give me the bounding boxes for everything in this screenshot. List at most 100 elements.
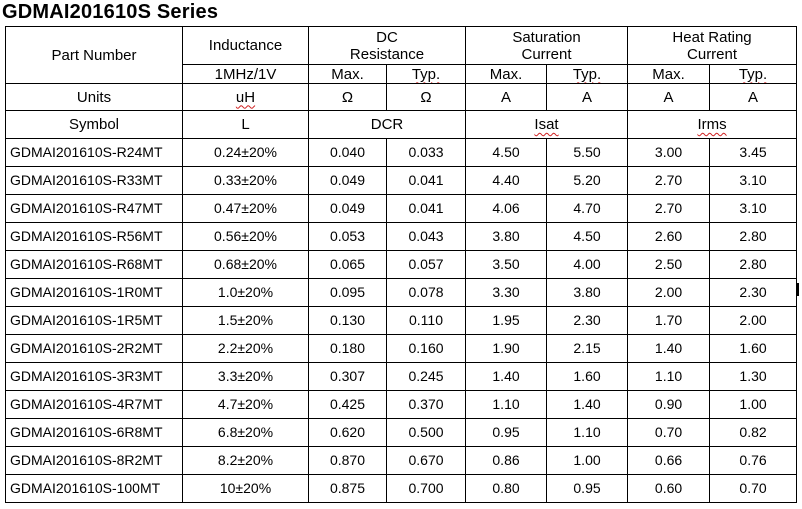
table-row: GDMAI201610S-4R7MT 4.7±20% 0.425 0.370 1.10 1… (5, 390, 798, 419)
isat-max-cell: 4.50 (465, 138, 548, 167)
dcr-typ-cell: 0.500 (385, 418, 467, 447)
dcr-max-cell: 0.875 (308, 474, 387, 503)
inductance-cell: 0.68±20% (182, 250, 309, 279)
isat-max-header: Max. (465, 64, 548, 84)
table-row: GDMAI201610S-1R5MT 1.5±20% 0.130 0.110 1.95 2… (5, 306, 798, 335)
part-number-header: Part Number (5, 26, 183, 84)
part-number-cell: GDMAI201610S-1R0MT (5, 278, 183, 307)
irms-max-cell: 0.60 (627, 474, 711, 503)
dcr-max-cell: 0.065 (308, 250, 387, 279)
spec-table: Part Number Inductance DC Resistance Sat… (5, 26, 798, 503)
table-row: GDMAI201610S-2R2MT 2.2±20% 0.180 0.160 1.90 2… (5, 334, 798, 363)
isat-max-cell: 0.95 (465, 418, 548, 447)
part-number-cell: GDMAI201610S-R33MT (5, 166, 183, 195)
units-dcr-max: Ω (308, 83, 387, 111)
part-number-cell: GDMAI201610S-3R3MT (5, 362, 183, 391)
table-row: GDMAI201610S-100MT 10±20% 0.875 0.700 0.80 0.… (5, 474, 798, 503)
part-number-cell: GDMAI201610S-8R2MT (5, 446, 183, 475)
heat-rating-current-header-line2: Current (687, 45, 738, 63)
dcr-max-cell: 0.049 (308, 194, 387, 223)
inductance-cell: 1.5±20% (182, 306, 309, 335)
dcr-typ-cell: 0.110 (385, 306, 467, 335)
saturation-current-header-line1: Saturation (512, 28, 581, 46)
irms-max-cell: 0.66 (627, 446, 711, 475)
table-row: GDMAI201610S-1R0MT 1.0±20% 0.095 0.078 3.30 3… (5, 278, 798, 307)
irms-typ-cell: 0.76 (709, 446, 798, 475)
irms-max-cell: 2.60 (627, 222, 711, 251)
table-row: GDMAI201610S-8R2MT 8.2±20% 0.870 0.670 0.86 1… (5, 446, 798, 475)
irms-typ-cell: 1.60 (709, 334, 798, 363)
table-row: GDMAI201610S-R47MT 0.47±20% 0.049 0.041 4.06… (5, 194, 798, 223)
irms-max-cell: 3.00 (627, 138, 711, 167)
inductance-header: Inductance (182, 26, 309, 65)
irms-max-cell: 1.70 (627, 306, 711, 335)
symbol-irms-text: Irms (697, 116, 727, 133)
units-irms-typ: A (709, 83, 798, 111)
irms-max-cell: 1.40 (627, 334, 711, 363)
units-isat-typ: A (546, 83, 629, 111)
isat-max-cell: 3.30 (465, 278, 548, 307)
table-row: GDMAI201610S-3R3MT 3.3±20% 0.307 0.245 1.40 1… (5, 362, 798, 391)
irms-typ-cell: 0.70 (709, 474, 798, 503)
isat-typ-cell: 3.80 (546, 278, 629, 307)
symbol-row: Symbol L DCR Isat Irms (5, 110, 798, 139)
irms-typ-cell: 2.00 (709, 306, 798, 335)
symbol-isat: Isat (465, 110, 629, 139)
isat-typ-cell: 1.10 (546, 418, 629, 447)
irms-max-cell: 1.10 (627, 362, 711, 391)
isat-typ-cell: 2.15 (546, 334, 629, 363)
heat-rating-current-header: Heat Rating Current (627, 26, 798, 65)
inductance-cell: 8.2±20% (182, 446, 309, 475)
irms-typ-cell: 2.30 (709, 278, 798, 307)
units-label: Units (5, 83, 183, 111)
part-number-cell: GDMAI201610S-R47MT (5, 194, 183, 223)
inductance-cell: 2.2±20% (182, 334, 309, 363)
inductance-cell: 3.3±20% (182, 362, 309, 391)
units-inductance-text: uH (235, 88, 256, 106)
table-row: GDMAI201610S-R56MT 0.56±20% 0.053 0.043 3.80… (5, 222, 798, 251)
units-dcr-typ: Ω (385, 83, 467, 111)
dc-resistance-header-line2: Resistance (349, 45, 425, 63)
inductance-cell: 4.7±20% (182, 390, 309, 419)
dcr-max-cell: 0.620 (308, 418, 387, 447)
dcr-max-cell: 0.307 (308, 362, 387, 391)
dc-resistance-header-line1: DC (376, 28, 398, 46)
irms-typ-cell: 3.45 (709, 138, 798, 167)
part-number-cell: GDMAI201610S-R68MT (5, 250, 183, 279)
isat-typ-header: Typ. (546, 64, 629, 84)
isat-max-cell: 1.95 (465, 306, 548, 335)
dcr-max-header: Max. (308, 64, 387, 84)
isat-typ-cell: 2.30 (546, 306, 629, 335)
dcr-typ-cell: 0.370 (385, 390, 467, 419)
isat-max-cell: 0.86 (465, 446, 548, 475)
saturation-current-header: Saturation Current (465, 26, 629, 65)
irms-typ-header: Typ. (709, 64, 798, 84)
units-row: Units uH Ω Ω A A A A (5, 83, 798, 111)
isat-typ-cell: 5.50 (546, 138, 629, 167)
dcr-typ-cell: 0.078 (385, 278, 467, 307)
isat-max-cell: 1.90 (465, 334, 548, 363)
heat-rating-current-header-line1: Heat Rating (672, 28, 752, 46)
irms-typ-cell: 0.82 (709, 418, 798, 447)
table-row: GDMAI201610S-R33MT 0.33±20% 0.049 0.041 4.40… (5, 166, 798, 195)
dcr-max-cell: 0.040 (308, 138, 387, 167)
inductance-cell: 10±20% (182, 474, 309, 503)
inductance-cell: 1.0±20% (182, 278, 309, 307)
dcr-typ-cell: 0.033 (385, 138, 467, 167)
part-number-cell: GDMAI201610S-6R8MT (5, 418, 183, 447)
dc-resistance-header: DC Resistance (307, 26, 467, 65)
isat-max-cell: 3.80 (465, 222, 548, 251)
dcr-typ-header: Typ. (385, 64, 467, 84)
isat-typ-cell: 1.60 (546, 362, 629, 391)
inductance-cell: 0.24±20% (182, 138, 309, 167)
irms-max-cell: 0.90 (627, 390, 711, 419)
irms-typ-cell: 1.30 (709, 362, 798, 391)
part-number-cell: GDMAI201610S-R24MT (5, 138, 183, 167)
irms-typ-cell: 1.00 (709, 390, 798, 419)
dcr-max-cell: 0.049 (308, 166, 387, 195)
dcr-typ-cell: 0.041 (385, 194, 467, 223)
irms-max-cell: 2.70 (627, 166, 711, 195)
inductance-cell: 0.47±20% (182, 194, 309, 223)
isat-typ-cell: 5.20 (546, 166, 629, 195)
irms-max-cell: 2.50 (627, 250, 711, 279)
